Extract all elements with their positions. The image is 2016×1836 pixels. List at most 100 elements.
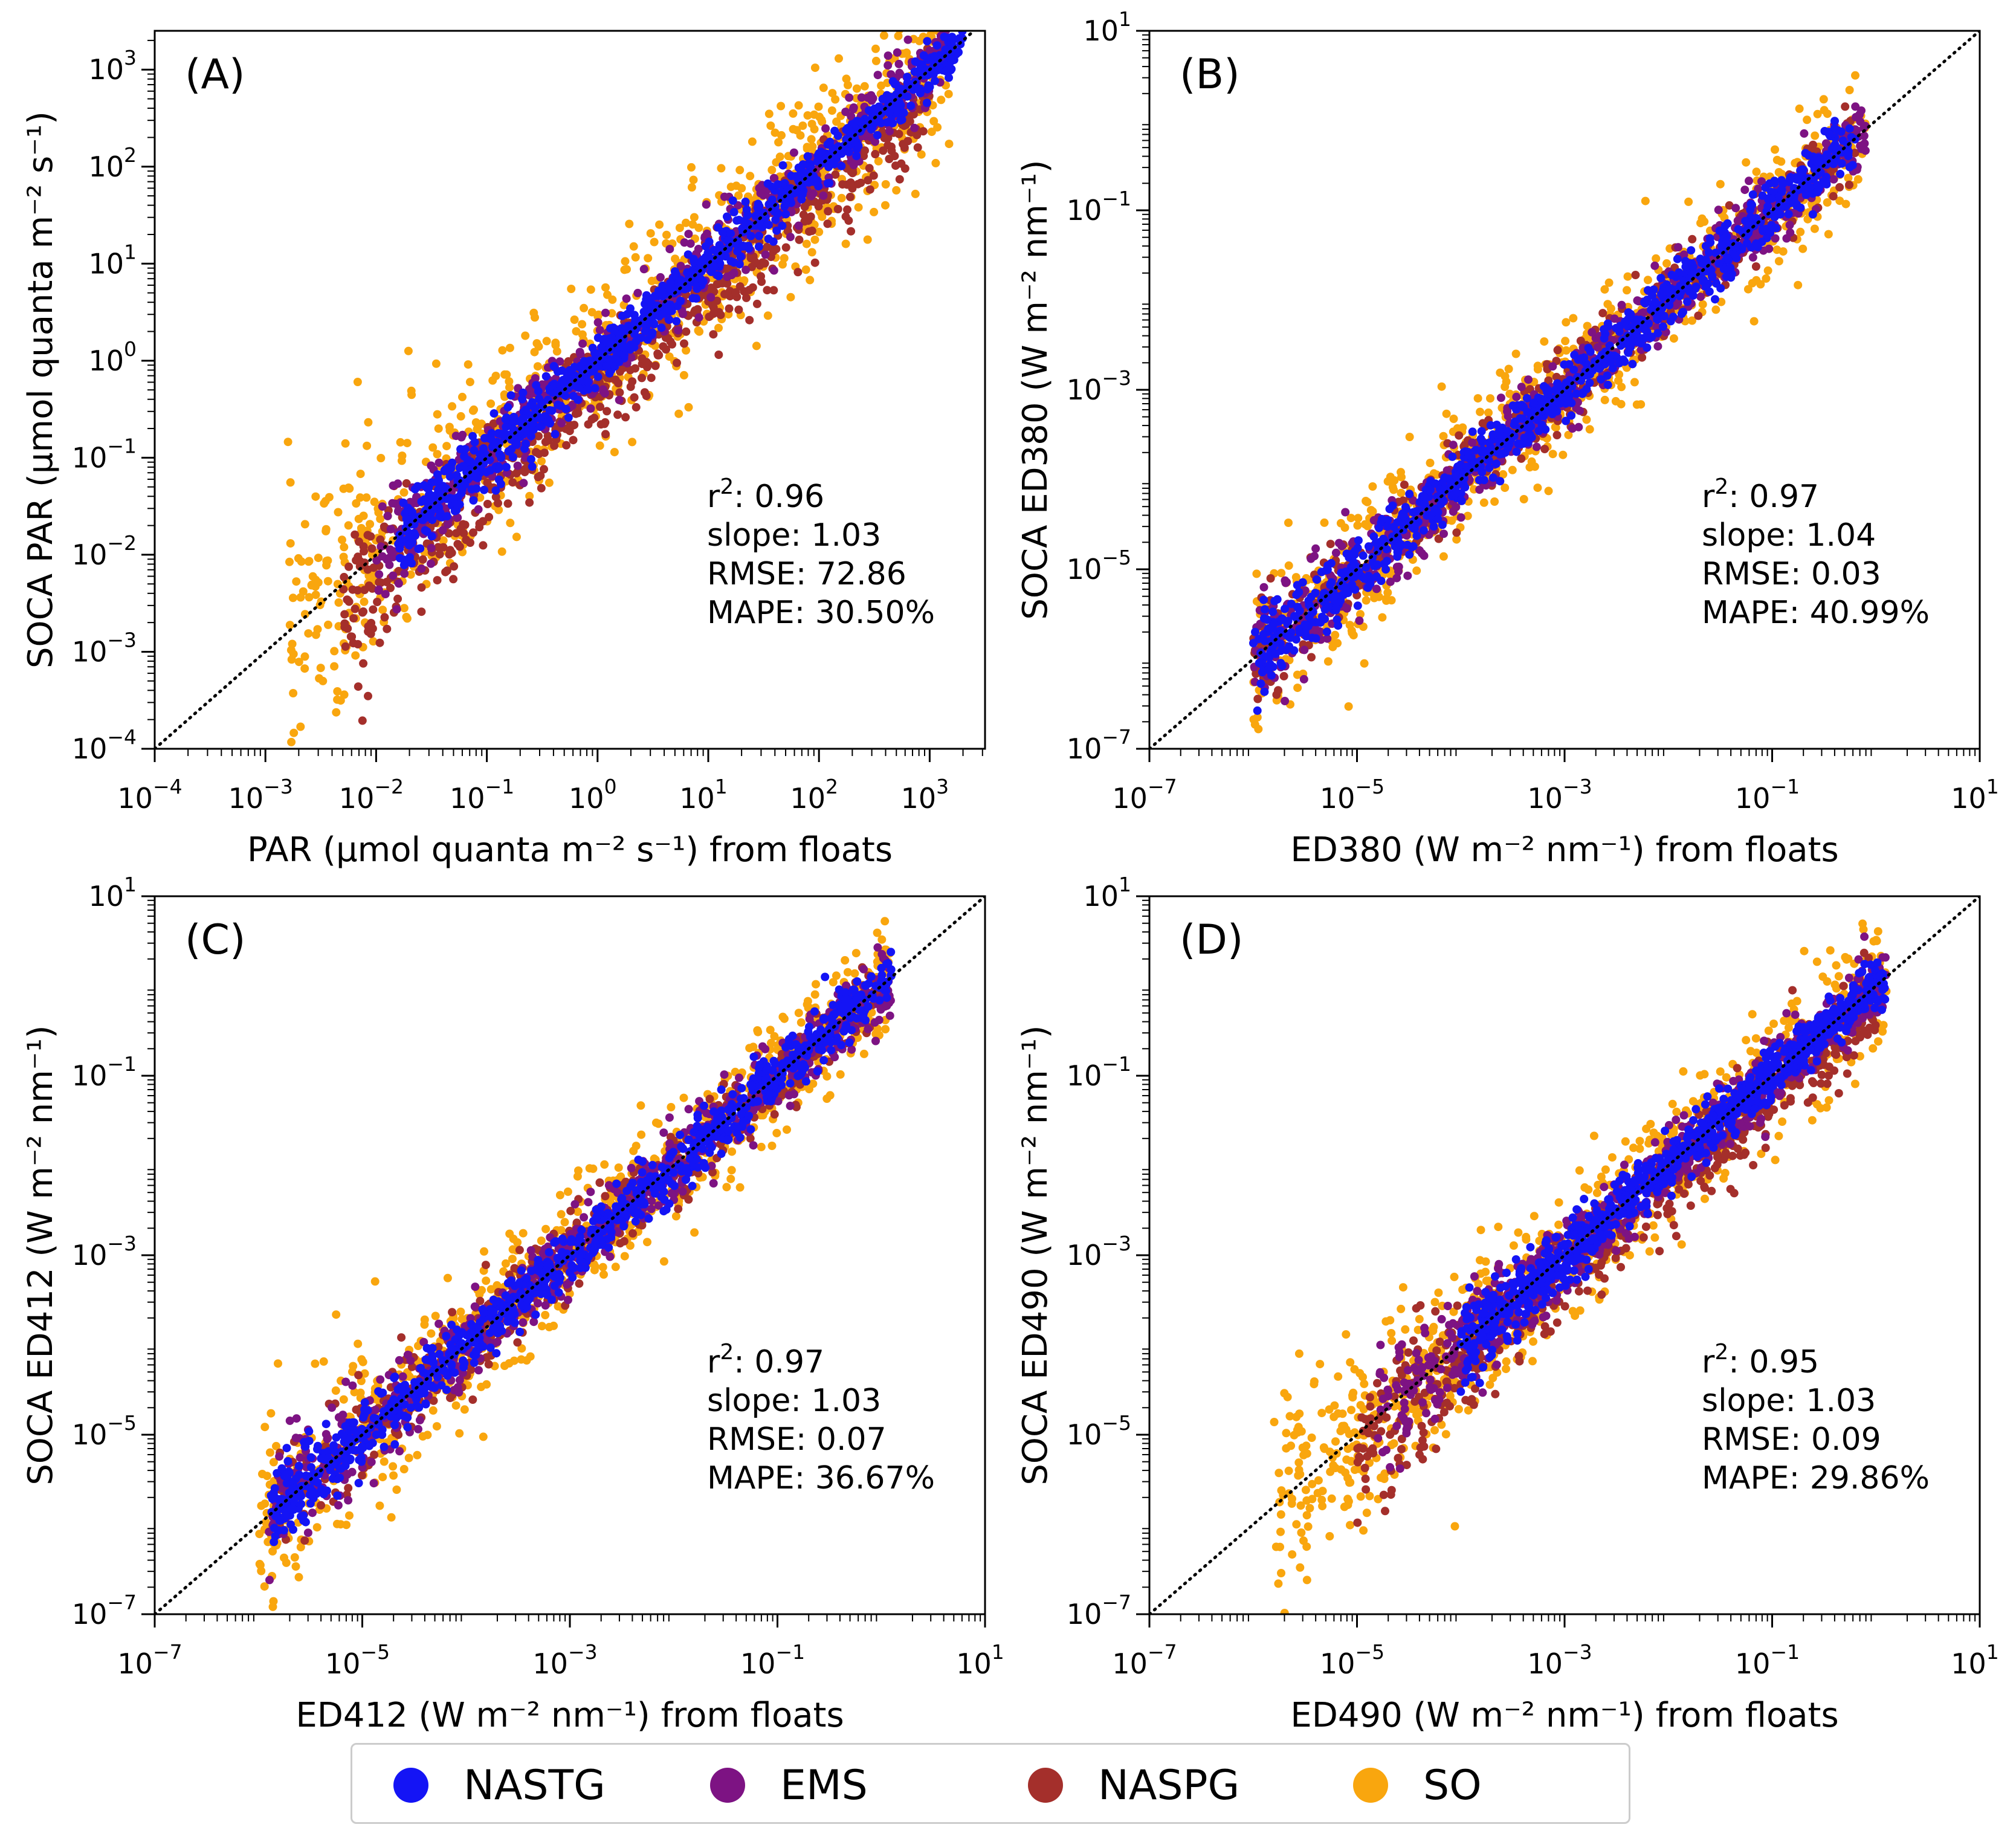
point	[356, 493, 364, 502]
point	[625, 219, 634, 228]
point	[871, 44, 880, 53]
point	[841, 239, 850, 248]
point	[354, 514, 363, 523]
point	[397, 456, 406, 465]
point	[544, 478, 554, 487]
point	[879, 31, 888, 40]
point	[488, 376, 497, 385]
point	[763, 311, 772, 320]
point	[406, 570, 415, 579]
point	[339, 484, 348, 493]
point	[471, 418, 480, 427]
point	[287, 655, 296, 664]
point	[537, 457, 546, 466]
point	[570, 315, 579, 324]
point	[827, 106, 836, 115]
point	[286, 539, 295, 548]
point	[684, 402, 693, 412]
point	[433, 410, 442, 419]
point	[300, 652, 309, 661]
point	[607, 309, 616, 318]
point	[807, 135, 816, 144]
point	[325, 493, 334, 502]
point	[542, 337, 551, 346]
point	[746, 172, 755, 181]
point	[587, 308, 596, 317]
point	[498, 346, 507, 355]
point	[407, 386, 416, 395]
point	[870, 207, 879, 216]
point	[682, 346, 691, 355]
point	[458, 392, 467, 401]
point	[283, 438, 292, 447]
point	[803, 111, 812, 120]
point	[376, 454, 386, 462]
point	[428, 443, 438, 452]
point	[530, 347, 539, 357]
point	[370, 497, 379, 506]
point	[748, 137, 757, 146]
point	[881, 201, 890, 210]
point	[621, 257, 630, 266]
point	[332, 708, 341, 717]
point	[294, 554, 303, 563]
point	[456, 412, 465, 421]
point	[580, 303, 589, 312]
point	[717, 164, 726, 173]
point	[341, 439, 350, 448]
point	[300, 520, 309, 529]
point	[780, 254, 789, 263]
point	[296, 722, 305, 731]
point	[608, 295, 617, 304]
point	[313, 625, 322, 634]
point	[334, 508, 343, 517]
point	[662, 230, 671, 239]
point	[314, 554, 323, 563]
point	[525, 491, 534, 500]
point	[311, 492, 320, 501]
point	[807, 248, 816, 257]
point	[810, 235, 819, 244]
point	[299, 587, 308, 596]
point	[789, 109, 798, 118]
point	[289, 728, 299, 737]
point	[300, 664, 309, 673]
point	[863, 235, 872, 244]
point	[815, 227, 824, 236]
point	[764, 109, 774, 118]
point	[351, 651, 360, 660]
point	[399, 604, 409, 613]
point	[396, 438, 405, 447]
point	[431, 359, 441, 368]
point	[766, 121, 775, 130]
point	[363, 441, 372, 450]
point	[674, 409, 683, 418]
scatter-group	[283, 31, 967, 746]
point	[364, 418, 373, 427]
point	[324, 620, 332, 629]
point	[792, 126, 801, 135]
point	[735, 166, 745, 175]
point	[338, 535, 346, 545]
point	[767, 166, 777, 175]
point	[806, 276, 815, 285]
point	[871, 56, 880, 65]
point	[911, 189, 920, 198]
point	[366, 520, 375, 529]
point	[837, 193, 846, 202]
point	[376, 514, 385, 523]
point	[433, 450, 442, 459]
point	[344, 521, 353, 530]
point	[644, 254, 653, 263]
point	[675, 224, 684, 233]
point	[285, 621, 294, 630]
point	[646, 229, 655, 238]
point	[294, 658, 303, 667]
point	[682, 218, 690, 227]
point	[497, 547, 506, 556]
point	[330, 647, 339, 656]
point	[777, 102, 786, 111]
point	[512, 532, 521, 541]
